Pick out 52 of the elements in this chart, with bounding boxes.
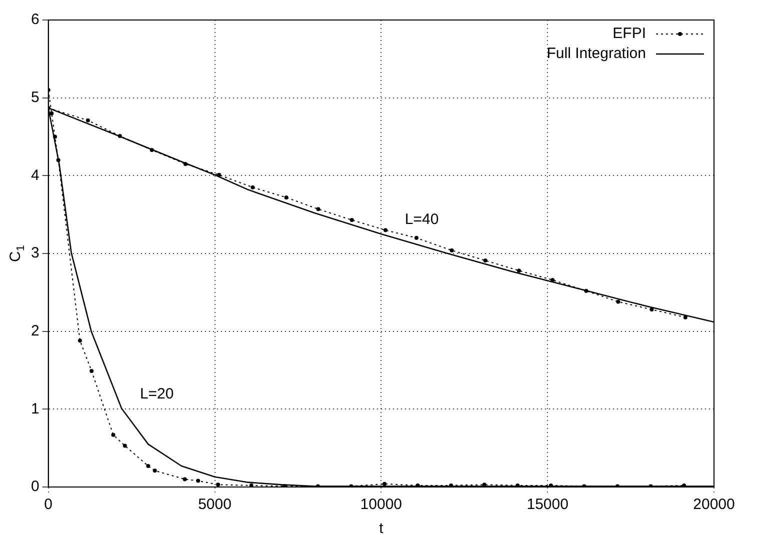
point [50, 111, 54, 116]
point [196, 478, 200, 483]
point [90, 369, 94, 374]
annotation: L=40 [404, 211, 439, 228]
point [483, 258, 488, 263]
point [316, 207, 320, 212]
y-tick-label: 1 [31, 400, 40, 418]
point [284, 195, 288, 200]
point [216, 482, 220, 487]
point [516, 268, 521, 273]
legend-label: EFPI [612, 25, 646, 42]
point [56, 158, 60, 162]
point [183, 162, 188, 166]
x-tick-label: 20000 [693, 496, 735, 514]
y-tick-label: 2 [31, 322, 40, 340]
point [78, 338, 82, 343]
point [282, 484, 287, 487]
point [146, 464, 150, 468]
point [550, 278, 555, 282]
point [118, 134, 122, 138]
x-tick-label: 5000 [198, 496, 232, 514]
point [217, 172, 222, 177]
y-tick-label: 6 [31, 11, 40, 28]
point [182, 477, 187, 482]
x-tick-label: 10000 [360, 496, 402, 514]
point [249, 483, 254, 487]
point [250, 185, 255, 190]
point [382, 482, 386, 486]
point [111, 432, 116, 437]
point [384, 228, 388, 232]
y-axis-title: C1 [7, 245, 28, 262]
legend-label: Full Integration [546, 45, 646, 62]
y-tick-label: 4 [31, 166, 40, 184]
point [152, 468, 157, 473]
point [86, 118, 90, 122]
x-tick-label: 0 [44, 496, 53, 514]
y-tick-label: 3 [31, 244, 40, 262]
x-axis-title: t [379, 520, 384, 535]
point [150, 148, 154, 152]
point [53, 134, 57, 139]
point [650, 308, 654, 312]
y-tick-label: 5 [31, 88, 40, 106]
y-tick-label: 0 [31, 478, 40, 496]
point [414, 236, 418, 240]
point [450, 248, 454, 252]
x-tick-label: 15000 [526, 496, 568, 514]
point [683, 315, 688, 320]
point [350, 218, 354, 222]
point [584, 288, 588, 293]
point [616, 300, 620, 304]
point [122, 444, 127, 448]
annotation: L=20 [140, 386, 174, 403]
